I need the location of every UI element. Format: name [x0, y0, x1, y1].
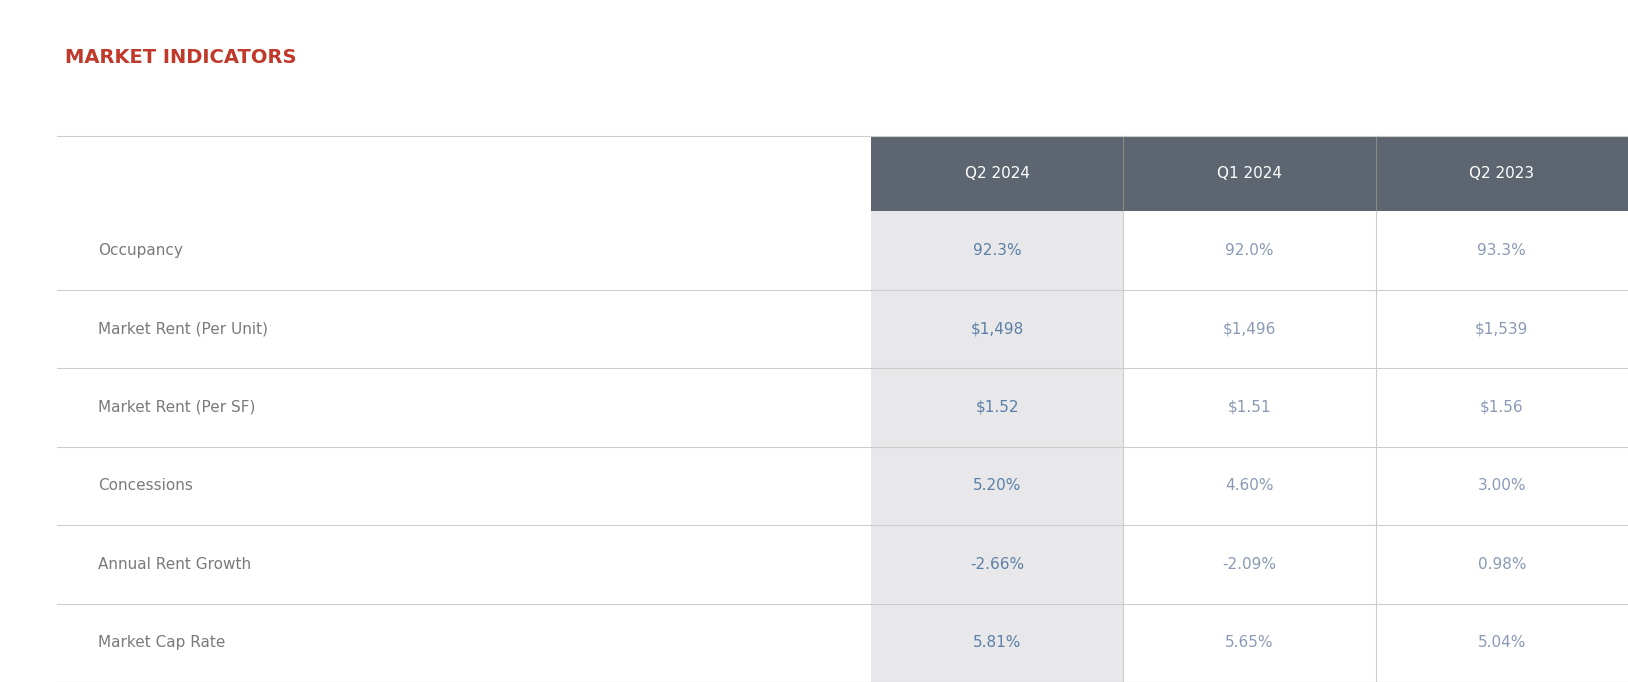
Text: 5.04%: 5.04% [1478, 636, 1525, 650]
Text: Market Rent (Per SF): Market Rent (Per SF) [98, 400, 256, 415]
FancyBboxPatch shape [871, 368, 1123, 447]
Text: Annual Rent Growth: Annual Rent Growth [98, 557, 251, 572]
Text: $1.52: $1.52 [975, 400, 1019, 415]
FancyBboxPatch shape [871, 604, 1123, 682]
Text: Concessions: Concessions [98, 479, 192, 493]
Text: Q2 2024: Q2 2024 [965, 166, 1029, 181]
Text: $1.56: $1.56 [1480, 400, 1524, 415]
Text: 92.0%: 92.0% [1226, 243, 1273, 258]
Text: $1,539: $1,539 [1475, 322, 1529, 336]
Text: -2.66%: -2.66% [970, 557, 1024, 572]
Text: 3.00%: 3.00% [1478, 479, 1525, 493]
Text: Market Cap Rate: Market Cap Rate [98, 636, 225, 650]
Text: $1,496: $1,496 [1223, 322, 1276, 336]
FancyBboxPatch shape [871, 290, 1123, 368]
Text: 5.20%: 5.20% [974, 479, 1021, 493]
Text: 92.3%: 92.3% [974, 243, 1021, 258]
Text: -2.09%: -2.09% [1223, 557, 1276, 572]
Text: 0.98%: 0.98% [1478, 557, 1525, 572]
FancyBboxPatch shape [871, 211, 1123, 290]
Text: $1.51: $1.51 [1228, 400, 1271, 415]
Text: 5.65%: 5.65% [1226, 636, 1273, 650]
Text: Q2 2023: Q2 2023 [1468, 166, 1535, 181]
Text: $1,498: $1,498 [970, 322, 1024, 336]
Text: MARKET INDICATORS: MARKET INDICATORS [65, 48, 296, 67]
FancyBboxPatch shape [871, 525, 1123, 604]
FancyBboxPatch shape [871, 136, 1628, 211]
Text: 5.81%: 5.81% [974, 636, 1021, 650]
Text: Occupancy: Occupancy [98, 243, 182, 258]
FancyBboxPatch shape [871, 447, 1123, 525]
Text: Market Rent (Per Unit): Market Rent (Per Unit) [98, 322, 267, 336]
Text: 93.3%: 93.3% [1478, 243, 1525, 258]
Text: 4.60%: 4.60% [1226, 479, 1273, 493]
Text: Q1 2024: Q1 2024 [1218, 166, 1281, 181]
